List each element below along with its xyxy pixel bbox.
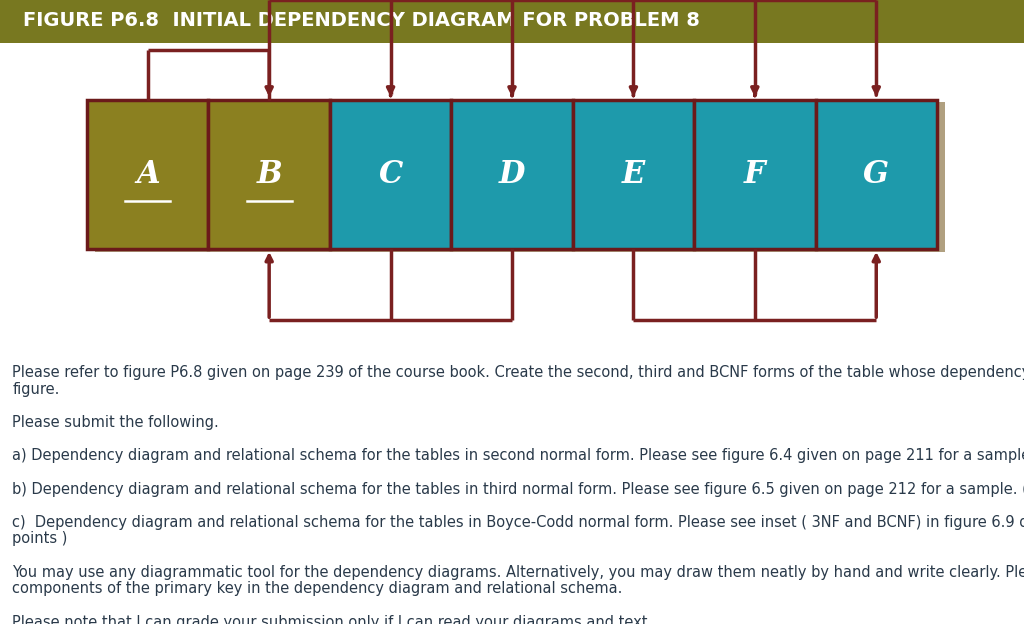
Text: b) Dependency diagram and relational schema for the tables in third normal form.: b) Dependency diagram and relational sch… [12, 482, 1024, 497]
Bar [209, 100, 330, 249]
Bar [330, 100, 452, 249]
Text: Please refer to figure P6.8 given on page 239 of the course book. Create the sec: Please refer to figure P6.8 given on pag… [12, 365, 1024, 380]
Bar [0, 0, 1024, 42]
Text: figure.: figure. [12, 382, 59, 397]
Text: G: G [863, 158, 889, 190]
Text: c)  Dependency diagram and relational schema for the tables in Boyce-Codd normal: c) Dependency diagram and relational sch… [12, 515, 1024, 530]
Bar [572, 100, 694, 249]
Bar [815, 100, 937, 249]
Text: points ): points ) [12, 532, 68, 547]
Text: C: C [379, 158, 402, 190]
Text: components of the primary key in the dependency diagram and relational schema.: components of the primary key in the dep… [12, 582, 623, 597]
Text: B: B [256, 158, 282, 190]
Text: Please submit the following.: Please submit the following. [12, 415, 219, 430]
Text: a) Dependency diagram and relational schema for the tables in second normal form: a) Dependency diagram and relational sch… [12, 448, 1024, 463]
Bar [694, 100, 815, 249]
Text: E: E [622, 158, 645, 190]
Text: A: A [136, 158, 160, 190]
Text: Please note that I can grade your submission only if I can read your diagrams an: Please note that I can grade your submis… [12, 615, 652, 624]
Bar [95, 102, 945, 252]
Bar [452, 100, 572, 249]
Text: D: D [499, 158, 525, 190]
Text: You may use any diagrammatic tool for the dependency diagrams. Alternatively, yo: You may use any diagrammatic tool for th… [12, 565, 1024, 580]
Text: FIGURE P6.8  INITIAL DEPENDENCY DIAGRAM FOR PROBLEM 8: FIGURE P6.8 INITIAL DEPENDENCY DIAGRAM F… [23, 11, 699, 30]
Text: F: F [744, 158, 766, 190]
Bar [87, 100, 209, 249]
